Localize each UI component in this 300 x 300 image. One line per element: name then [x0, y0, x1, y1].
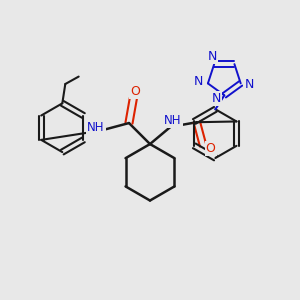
Text: N: N — [208, 50, 218, 63]
Text: N: N — [244, 78, 254, 92]
Text: O: O — [206, 142, 215, 155]
Text: N: N — [194, 75, 203, 88]
Text: N: N — [211, 92, 221, 105]
Text: NH: NH — [87, 121, 105, 134]
Text: O: O — [130, 85, 140, 98]
Text: NH: NH — [164, 114, 182, 128]
